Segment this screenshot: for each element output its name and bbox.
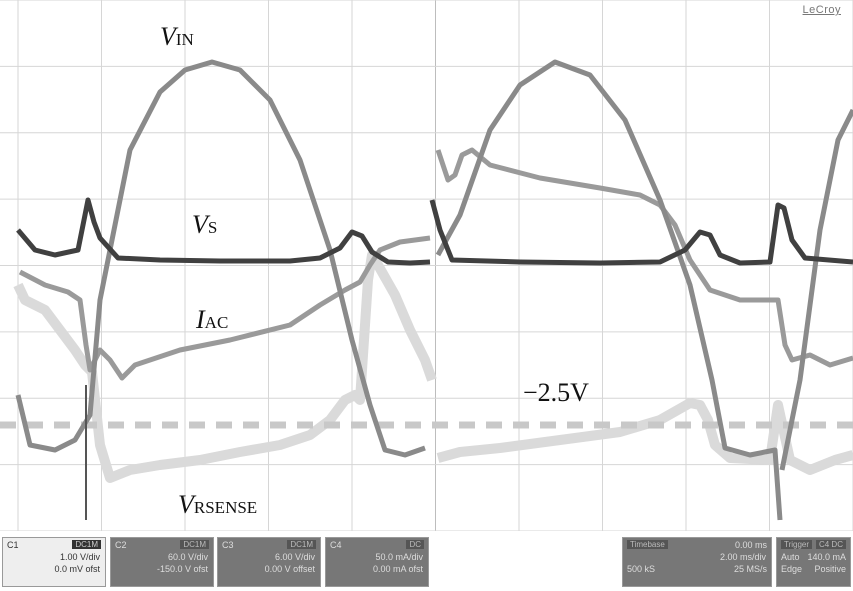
- trigger-source: C4 DC: [815, 540, 846, 549]
- trigger-type: Edge: [781, 564, 803, 574]
- timebase-sample-rate: 25 MS/s: [733, 564, 767, 574]
- channel-c2-id: C2: [115, 539, 127, 550]
- channel-c1-panel[interactable]: C1 DC1M 1.00 V/div 0.0 mV ofst: [2, 537, 106, 587]
- channel-c4-coupling: DC: [406, 540, 424, 549]
- channel-c1-scale: 1.00 V/div: [59, 552, 100, 562]
- vrsense-trace: [13, 250, 853, 483]
- vs-trace: [16, 197, 853, 266]
- channel-c1-id: C1: [7, 539, 19, 550]
- channel-c2-panel[interactable]: C2 DC1M 60.0 V/div -150.0 V ofst: [110, 537, 214, 587]
- channel-c4-offset: 0.00 mA ofst: [372, 564, 423, 574]
- label-iac: IAC: [196, 305, 229, 334]
- label-vrsense: VRSENSE: [178, 490, 258, 519]
- trigger-mode: Auto: [781, 552, 800, 562]
- graticule: [0, 0, 853, 531]
- label-threshold: −2.5V: [523, 378, 589, 407]
- timebase-delay: 0.00 ms: [734, 539, 767, 550]
- channel-c2-scale: 60.0 V/div: [167, 552, 208, 562]
- channel-c3-scale: 6.00 V/div: [274, 552, 315, 562]
- label-vs: VS: [192, 210, 218, 239]
- waveform-display: LeCroy VIN VS IAC VRSENSE −2.5V: [0, 0, 853, 531]
- trigger-label: Trigger: [781, 540, 813, 549]
- channel-c3-id: C3: [222, 539, 234, 550]
- channel-c2-offset: -150.0 V ofst: [156, 564, 208, 574]
- channel-c4-id: C4: [330, 539, 342, 550]
- channel-c3-coupling: DC1M: [287, 540, 316, 549]
- timebase-samples: 500 kS: [627, 564, 656, 574]
- trigger-slope: Positive: [814, 564, 846, 574]
- channel-c3-panel[interactable]: C3 DC1M 6.00 V/div 0.00 V offset: [217, 537, 321, 587]
- channel-c1-coupling: DC1M: [72, 540, 101, 549]
- trigger-panel[interactable]: Trigger C4 DC Auto 140.0 mA Edge Positive: [776, 537, 851, 587]
- vin-trace: [15, 59, 853, 521]
- waveform-traces: [0, 59, 853, 521]
- status-bar: C1 DC1M 1.00 V/div 0.0 mV ofst C2 DC1M 60.…: [0, 531, 853, 591]
- brand-logo: LeCroy: [802, 4, 841, 16]
- timebase-rate: 2.00 ms/div: [719, 552, 766, 562]
- channel-c4-panel[interactable]: C4 DC 50.0 mA/div 0.00 mA ofst: [325, 537, 429, 587]
- channel-c3-offset: 0.00 V offset: [264, 564, 315, 574]
- channel-c2-coupling: DC1M: [180, 540, 209, 549]
- label-vin: VIN: [160, 22, 194, 51]
- channel-c1-offset: 0.0 mV ofst: [54, 564, 100, 574]
- channel-c4-scale: 50.0 mA/div: [375, 552, 423, 562]
- timebase-panel[interactable]: Timebase 0.00 ms 2.00 ms/div 500 kS 25 MS/…: [622, 537, 772, 587]
- timebase-label: Timebase: [627, 540, 668, 549]
- iac-trace: [18, 147, 853, 381]
- trigger-level: 140.0 mA: [807, 552, 846, 562]
